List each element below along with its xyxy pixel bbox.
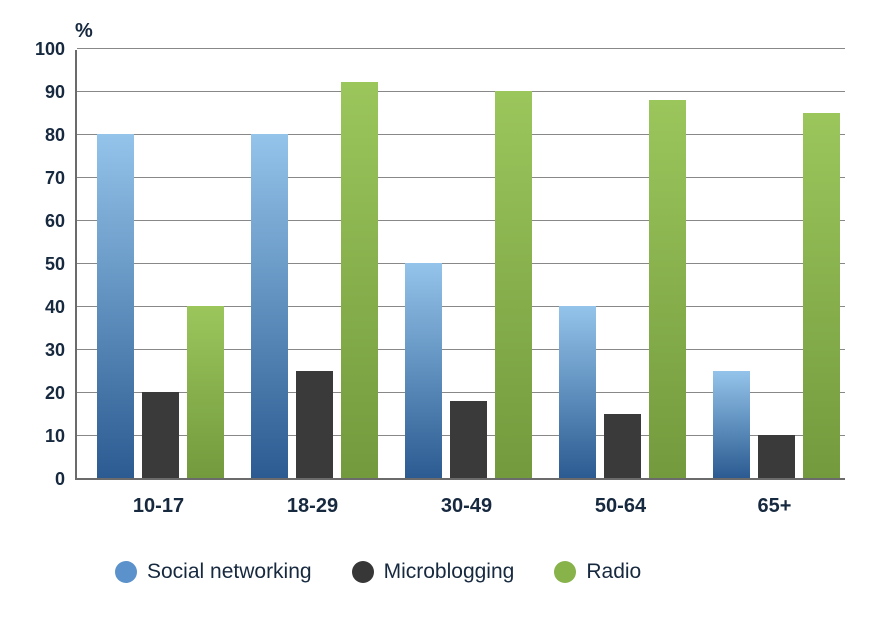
bar (251, 134, 288, 478)
bar (450, 401, 487, 478)
x-tick: 50-64 (571, 495, 671, 518)
bar (97, 134, 134, 478)
gridline (77, 134, 845, 135)
bar (803, 113, 840, 479)
gridline (77, 263, 845, 264)
y-tick: 40 (25, 297, 65, 318)
legend-item: Social networking (115, 560, 312, 584)
y-tick: 80 (25, 125, 65, 146)
legend-item: Microblogging (352, 560, 515, 584)
gridline (77, 48, 845, 49)
gridline (77, 91, 845, 92)
bar (142, 392, 179, 478)
y-tick: 30 (25, 340, 65, 361)
legend: Social networking Microblogging Radio (115, 560, 641, 584)
bar (341, 82, 378, 478)
y-tick: 100 (25, 39, 65, 60)
y-tick: 50 (25, 254, 65, 275)
legend-item: Radio (554, 560, 641, 584)
bar (296, 371, 333, 479)
bar (713, 371, 750, 479)
y-tick: 60 (25, 211, 65, 232)
plot-area (75, 50, 845, 480)
legend-dot (352, 561, 374, 583)
bar (604, 414, 641, 479)
x-tick: 10-17 (109, 495, 209, 518)
x-tick: 18-29 (263, 495, 363, 518)
gridline (77, 177, 845, 178)
y-tick: 70 (25, 168, 65, 189)
y-tick: 90 (25, 82, 65, 103)
gridline (77, 220, 845, 221)
y-tick: 0 (25, 469, 65, 490)
legend-label: Radio (586, 560, 641, 584)
bar (758, 435, 795, 478)
y-axis-label: % (75, 20, 93, 43)
y-tick: 20 (25, 383, 65, 404)
legend-label: Microblogging (384, 560, 515, 584)
bar (495, 91, 532, 478)
legend-dot (115, 561, 137, 583)
chart-container: % 0 10 20 30 40 50 60 70 80 90 100 10-17 18-29 30-49… (20, 20, 863, 615)
legend-label: Social networking (147, 560, 312, 584)
x-tick: 65+ (725, 495, 825, 518)
legend-dot (554, 561, 576, 583)
y-tick: 10 (25, 426, 65, 447)
bar (649, 100, 686, 478)
bar (559, 306, 596, 478)
x-tick: 30-49 (417, 495, 517, 518)
bar (405, 263, 442, 478)
bar (187, 306, 224, 478)
